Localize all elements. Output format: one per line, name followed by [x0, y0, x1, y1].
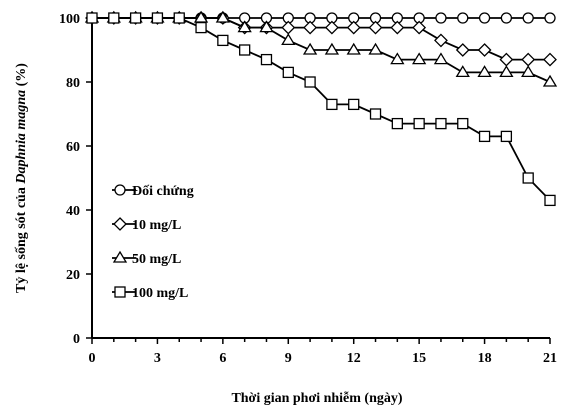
data-point	[217, 34, 229, 47]
data-point	[368, 20, 383, 35]
data-point	[478, 12, 491, 24]
data-point	[391, 117, 403, 130]
legend: Đối chứng 10 mg/L 50 mg/L 100 mg/L	[112, 184, 194, 301]
data-point	[457, 117, 469, 130]
data-point	[390, 20, 405, 35]
data-point	[455, 43, 470, 57]
data-point	[129, 12, 142, 24]
x-tick-label: 9	[285, 351, 292, 366]
x-tick-label: 6	[219, 351, 226, 366]
data-point	[435, 117, 447, 130]
data-point	[412, 20, 427, 35]
x-tick-label: 18	[478, 351, 492, 366]
series-layer	[84, 10, 558, 207]
data-point	[477, 43, 492, 57]
data-point	[390, 52, 405, 65]
legend-marker	[114, 184, 126, 196]
data-point	[413, 117, 425, 130]
y-axis-title: Tỷ lệ sống sót của Daphnia magna (%)	[14, 63, 29, 293]
legend-marker	[114, 286, 126, 298]
data-point	[543, 52, 557, 67]
data-point	[411, 52, 427, 65]
y-tick-label: 20	[66, 268, 80, 283]
data-point	[499, 65, 514, 78]
data-point	[324, 20, 339, 35]
x-tick-label: 15	[412, 351, 426, 366]
data-point	[544, 194, 556, 207]
legend-item: 10 mg/L	[112, 217, 181, 233]
data-point	[326, 98, 338, 111]
y-axis-title-part-2: Daphnia magna	[14, 90, 29, 185]
x-tick-label: 12	[347, 351, 361, 366]
data-point	[369, 108, 382, 120]
data-point	[348, 98, 360, 111]
legend-item: Đối chứng	[112, 184, 194, 199]
data-point	[302, 42, 318, 55]
data-point	[86, 12, 98, 24]
data-point	[215, 10, 231, 23]
data-point	[522, 172, 534, 184]
data-point	[151, 12, 164, 24]
legend-label: 50 mg/L	[132, 252, 181, 267]
data-point	[108, 12, 120, 24]
legend-marker	[112, 250, 128, 263]
data-point	[195, 21, 207, 34]
data-point	[542, 74, 558, 87]
legend-item: 50 mg/L	[112, 250, 181, 267]
data-point	[455, 65, 470, 78]
y-tick-label: 40	[66, 204, 80, 219]
data-point	[282, 66, 294, 79]
data-point	[303, 20, 318, 35]
data-point	[304, 76, 316, 88]
data-point	[368, 42, 383, 55]
data-point	[500, 12, 513, 24]
data-point	[521, 52, 536, 67]
data-point	[478, 130, 491, 143]
y-tick-label: 60	[66, 140, 80, 155]
data-point	[281, 33, 296, 46]
y-axis-title-part-1: Tỷ lệ sống sót của	[14, 184, 29, 293]
data-point	[435, 12, 447, 24]
x-axis-title: Thời gian phơi nhiễm (ngày)	[231, 390, 402, 406]
data-point	[239, 44, 251, 56]
y-tick-label: 80	[66, 76, 80, 91]
data-point	[281, 20, 296, 35]
data-point	[500, 130, 513, 143]
axes: 0 3 6 9 12 15 18 21 0 20 40 60 80 100	[59, 12, 557, 366]
data-point	[260, 53, 273, 66]
legend-marker	[113, 217, 127, 231]
data-point	[346, 42, 361, 55]
legend-label: Đối chứng	[132, 184, 194, 199]
data-point	[324, 42, 340, 55]
x-tick-label: 21	[543, 351, 557, 366]
data-point	[499, 52, 514, 67]
data-point	[522, 12, 534, 24]
data-point	[259, 20, 274, 33]
data-point	[544, 12, 556, 24]
y-tick-label: 0	[73, 332, 80, 347]
legend-label: 10 mg/L	[132, 218, 181, 233]
x-tick-label: 3	[154, 351, 161, 366]
series-line	[92, 17, 551, 202]
data-point	[433, 52, 449, 65]
y-tick-label: 100	[59, 12, 80, 27]
data-point	[434, 33, 448, 48]
x-tick-label: 0	[89, 351, 96, 366]
data-point	[237, 20, 252, 33]
data-point	[346, 20, 361, 35]
y-axis-title-part-3: (%)	[14, 63, 29, 90]
data-point	[521, 65, 536, 78]
data-point	[477, 65, 492, 78]
legend-item: 100 mg/L	[112, 286, 188, 301]
series-square	[86, 12, 556, 207]
data-point	[173, 12, 185, 24]
legend-label: 100 mg/L	[132, 286, 188, 301]
data-point	[457, 12, 469, 24]
